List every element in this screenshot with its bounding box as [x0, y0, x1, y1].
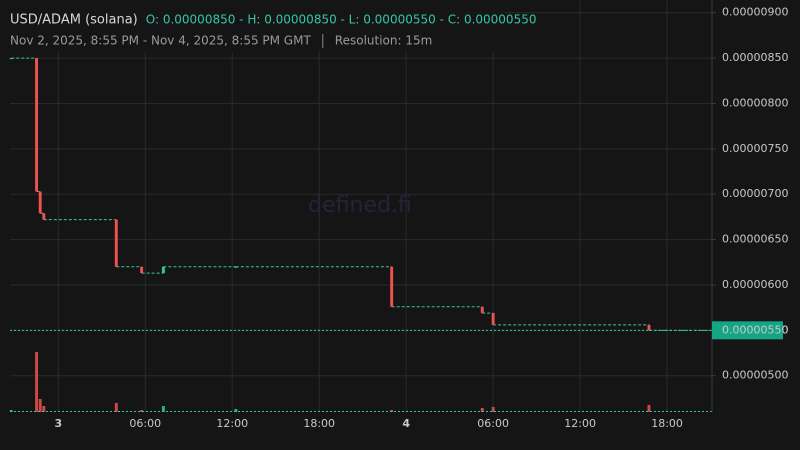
y-tick-label: 0.00000600 — [722, 278, 788, 291]
volume-bar — [35, 352, 39, 412]
y-tick-label: 0.00000500 — [722, 369, 788, 382]
candle-body — [42, 213, 46, 220]
resolution: Resolution: 15m — [335, 34, 433, 48]
x-tick-label: 18:00 — [651, 417, 683, 430]
volume-bar — [38, 399, 42, 412]
candle-body — [35, 58, 39, 192]
last-price-box — [712, 321, 783, 340]
volume-bar — [114, 403, 118, 412]
plot — [9, 57, 712, 412]
volume-bar — [480, 408, 484, 412]
x-tick-label: 06:00 — [129, 417, 161, 430]
y-tick-label: 0.00000800 — [722, 96, 788, 109]
candle-body — [390, 266, 394, 307]
candle-body — [647, 324, 651, 331]
volume-bar — [647, 405, 651, 412]
volume-bar — [161, 406, 165, 412]
candle-body — [161, 266, 165, 274]
y-tick-label: 0.00000900 — [722, 6, 788, 19]
candle-body — [480, 306, 484, 314]
x-tick-label: 12:00 — [564, 417, 596, 430]
candle-body — [491, 313, 495, 325]
x-tick-label: 3 — [54, 417, 62, 430]
y-tick-label: 0.00000650 — [722, 233, 788, 246]
x-tick-label: 06:00 — [477, 417, 509, 430]
candle-body — [9, 58, 13, 60]
y-tick-label: 0.00000700 — [722, 187, 788, 200]
candle-body — [114, 219, 118, 267]
volume-bar — [42, 406, 46, 412]
x-tick-label: 12:00 — [216, 417, 248, 430]
chart-title: USD/ADAM (solana) — [10, 13, 138, 28]
candle-body — [234, 266, 238, 268]
x-tick-label: 4 — [402, 417, 410, 430]
volume-bar — [140, 410, 144, 412]
ohlc-readout: O: 0.00000850 - H: 0.00000850 - L: 0.000… — [146, 13, 537, 27]
x-tick-label: 18:00 — [303, 417, 335, 430]
candle-body — [38, 191, 42, 214]
date-range: Nov 2, 2025, 8:55 PM - Nov 4, 2025, 8:55… — [10, 34, 311, 48]
volume-bar — [234, 409, 238, 412]
y-tick-label: 0.00000750 — [722, 142, 788, 155]
last-price-label: 0.00000550 — [722, 323, 788, 336]
candle-body — [140, 266, 144, 274]
volume-bar — [491, 407, 495, 412]
header-bg — [0, 0, 505, 52]
y-tick-label: 0.00000850 — [722, 51, 788, 64]
axes: 3 06:00 12:00 18:00 4 06:00 12:00 18:00 0.000005… — [54, 6, 788, 430]
watermark: defined.fi — [308, 193, 412, 218]
